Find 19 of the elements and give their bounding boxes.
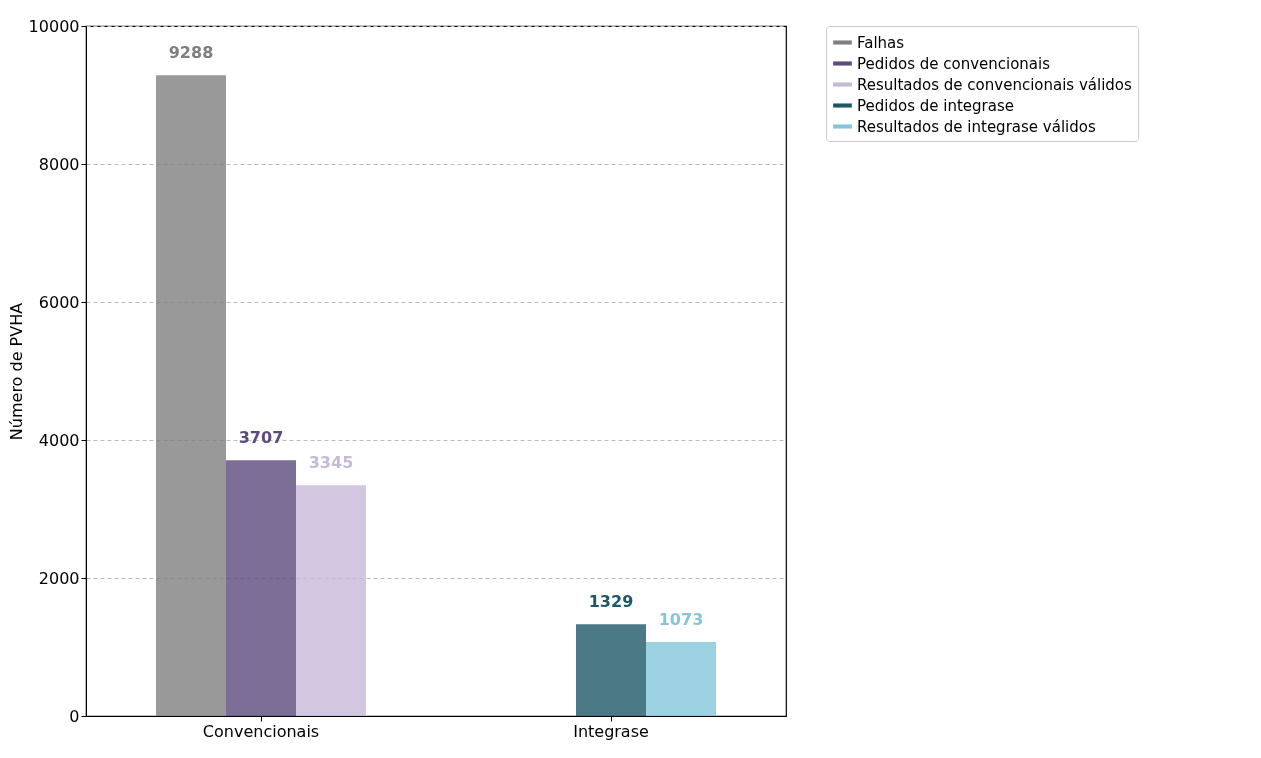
legend-label: Falhas <box>857 33 905 52</box>
data-label: 9288 <box>168 43 214 63</box>
legend-label: Pedidos de convencionais <box>857 54 1051 73</box>
x-tick-label: Integrase <box>573 721 649 741</box>
y-tick-label: 10000 <box>28 16 80 36</box>
data-label: 3345 <box>308 453 354 473</box>
legend-label: Resultados de convencionais válidos <box>857 75 1133 94</box>
y-tick-label: 0 <box>69 706 80 726</box>
y-tick-label: 6000 <box>38 292 80 312</box>
x-tick-label: Convencionais <box>202 721 320 741</box>
y-tick-label: 8000 <box>38 154 80 174</box>
data-label: 1073 <box>658 609 704 629</box>
y-tick-label: 4000 <box>38 430 80 450</box>
y-axis-title: Número de PVHA <box>6 302 26 441</box>
legend-label: Pedidos de integrase <box>857 96 1014 115</box>
legend-label: Resultados de integrase válidos <box>857 117 1096 136</box>
data-label: 3707 <box>238 428 284 448</box>
y-tick-label: 2000 <box>38 568 80 588</box>
data-label: 1329 <box>588 592 634 612</box>
